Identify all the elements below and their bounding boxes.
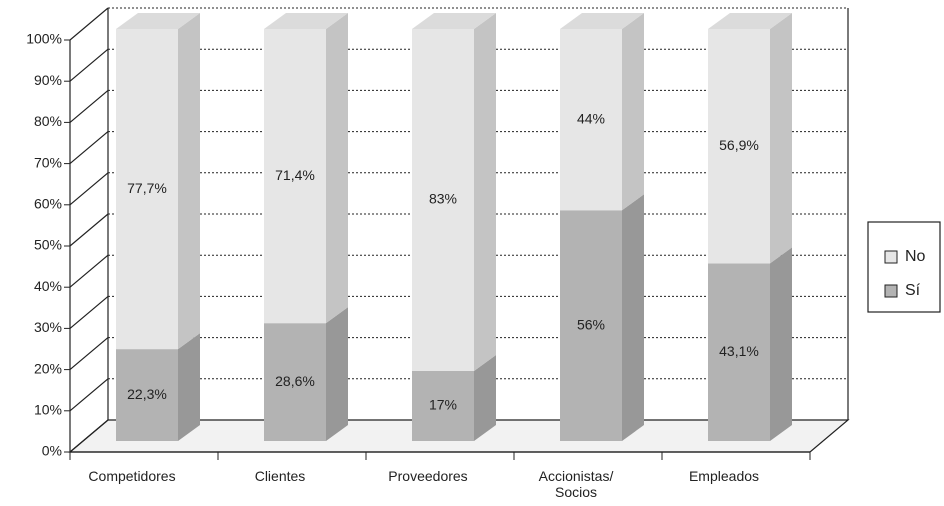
data-label: 22,3%: [127, 386, 167, 402]
y-tick-label: 60%: [34, 196, 62, 212]
data-label: 28,6%: [275, 373, 315, 389]
bar-side: [770, 13, 792, 264]
bar-top: [708, 13, 792, 29]
y-tick-label: 80%: [34, 113, 62, 129]
legend-label: Sí: [905, 282, 921, 299]
data-label: 17%: [429, 397, 457, 413]
bar-side: [474, 13, 496, 371]
bar-top: [560, 13, 644, 29]
tick-diagonal: [69, 172, 109, 206]
y-tick-label: 0%: [42, 443, 62, 459]
y-tick-label: 30%: [34, 319, 62, 335]
data-label: 83%: [429, 191, 457, 207]
bar-top: [116, 13, 200, 29]
bar: [560, 29, 622, 211]
tick-diagonal: [69, 254, 109, 288]
y-tick-label: 20%: [34, 360, 62, 376]
bar: [264, 29, 326, 324]
tick-diagonal: [69, 378, 109, 412]
tick-diagonal: [69, 419, 109, 453]
data-label: 56%: [577, 316, 605, 332]
legend-box: [867, 221, 941, 313]
tick-diagonal: [69, 7, 109, 41]
y-tick-label: 70%: [34, 154, 62, 170]
legend-swatch: [884, 284, 898, 298]
tick-diagonal: [69, 213, 109, 247]
legend-swatch: [884, 250, 898, 264]
bar-top: [264, 13, 348, 29]
tick-diagonal: [69, 131, 109, 165]
bar: [116, 349, 178, 441]
y-tick-label: 40%: [34, 278, 62, 294]
bar: [116, 29, 178, 350]
bar-side: [326, 13, 348, 324]
x-tick-label: Competidores: [88, 468, 176, 484]
x-tick-label: Proveedores: [388, 468, 468, 484]
bar-side: [622, 13, 644, 211]
bar-side: [178, 333, 200, 441]
tick-diagonal: [69, 48, 109, 82]
data-label: 44%: [577, 110, 605, 126]
bar: [412, 29, 474, 371]
x-tick-label: Accionistas/ Socios: [538, 468, 614, 500]
bar-top: [412, 13, 496, 29]
tick-diagonal: [69, 295, 109, 329]
bar-side: [178, 13, 200, 350]
x-tick-label: Empleados: [688, 468, 760, 484]
data-label: 43,1%: [719, 343, 759, 359]
y-tick-label: 90%: [34, 72, 62, 88]
y-tick-label: 100%: [26, 31, 62, 47]
legend-label: No: [905, 248, 926, 265]
bar-side: [474, 354, 496, 441]
bar: [412, 370, 474, 441]
tick-diagonal: [69, 337, 109, 371]
bar: [708, 29, 770, 264]
bar-side: [770, 247, 792, 441]
bar: [264, 323, 326, 441]
tick-diagonal: [69, 89, 109, 123]
x-tick-label: Clientes: [254, 468, 306, 484]
data-label: 56,9%: [719, 137, 759, 153]
y-tick-label: 50%: [34, 237, 62, 253]
data-label: 71,4%: [275, 167, 315, 183]
bar: [708, 263, 770, 441]
bar: [560, 210, 622, 441]
data-label: 77,7%: [127, 180, 167, 196]
bar-side: [622, 194, 644, 441]
y-tick-label: 10%: [34, 402, 62, 418]
bar-side: [326, 307, 348, 441]
